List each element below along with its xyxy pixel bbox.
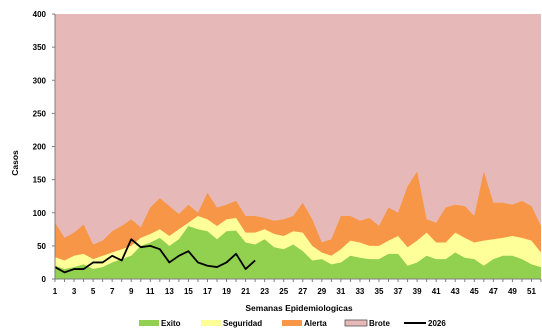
x-tick-label: 19 [222,287,231,296]
legend-label: 2026 [428,319,446,328]
x-tick-label: 43 [451,287,460,296]
x-tick-label: 13 [165,287,174,296]
y-tick-labels: 0 50 100 150 200 250 300 350 400 [33,10,47,284]
axes [52,13,542,282]
x-tick-label: 27 [298,287,307,296]
y-tick-label: 50 [37,242,46,251]
x-tick-label: 41 [432,287,441,296]
y-tick-label: 300 [33,76,47,85]
x-tick-label: 35 [375,287,384,296]
y-tick-label: 0 [42,275,47,284]
y-tick-label: 350 [33,43,47,52]
legend-item-exito: Exito [139,319,181,328]
legend: Exito Seguridad Alerta Brote 2026 [139,319,446,328]
area-layers [55,14,541,279]
legend-label: Brote [369,319,390,328]
x-tick-label: 3 [72,287,77,296]
x-tick-label: 1 [53,287,58,296]
legend-swatch [201,320,221,326]
legend-swatch [282,320,302,326]
x-tick-label: 33 [355,287,364,296]
x-tick-label: 23 [260,287,269,296]
legend-label: Seguridad [223,319,262,328]
legend-item-brote: Brote [344,319,390,328]
legend-item-2026: 2026 [404,319,446,328]
y-axis-label: Casos [10,150,20,176]
x-tick-label: 39 [413,287,422,296]
x-tick-label: 25 [279,287,288,296]
x-tick-label: 37 [394,287,403,296]
legend-swatch [139,320,159,326]
line-series [54,238,256,274]
x-tick-label: 29 [317,287,326,296]
x-tick-label: 49 [508,287,517,296]
legend-item-alerta: Alerta [282,319,327,328]
y-tick-label: 400 [33,10,47,19]
x-tick-label: 17 [203,287,212,296]
y-tick-label: 200 [33,143,47,152]
legend-label: Alerta [304,319,327,328]
x-axis-label: Semanas Epidemiologicas [245,303,353,313]
line-2026 [54,238,256,274]
x-tick-label: 7 [110,287,115,296]
x-tick-label: 45 [470,287,479,296]
y-tick-label: 150 [33,176,47,185]
x-tick-label: 31 [336,287,345,296]
x-tick-label: 11 [146,287,155,296]
x-tick-label: 47 [489,287,498,296]
x-tick-labels: 1 3 5 7 9 11 13 15 17 19 21 23 25 27 29 31 33 35 37 39 41 43 4… [53,287,537,296]
x-tick-label: 51 [527,287,536,296]
x-tick-label: 9 [129,287,134,296]
legend-item-seguridad: Seguridad [201,319,262,328]
x-tick-label: 5 [91,287,96,296]
x-tick-label: 15 [184,287,193,296]
legend-label: Exito [161,319,181,328]
y-tick-label: 250 [33,109,47,118]
area-exito [55,226,541,279]
y-tick-label: 100 [33,209,47,218]
legend-swatch [344,319,368,327]
x-tick-label: 21 [241,287,250,296]
